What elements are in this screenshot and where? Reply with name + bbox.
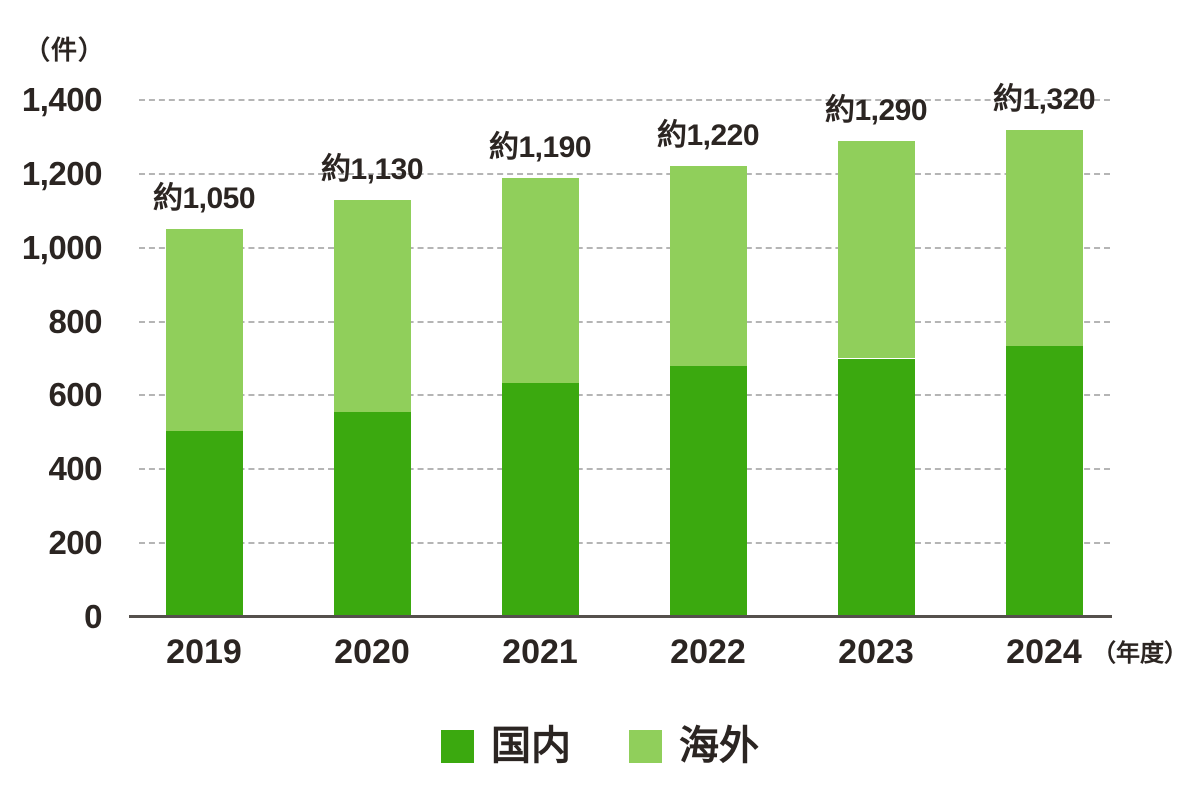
bar-2021-overseas-segment <box>501 177 579 383</box>
bar-2023-overseas-segment <box>837 140 915 359</box>
gridline-600 <box>139 394 1110 397</box>
y-tick-label-200: 200 <box>48 524 102 562</box>
x-axis-line <box>129 615 1112 618</box>
y-tick-label-1200: 1,200 <box>21 154 103 192</box>
bar-2021-domestic-segment <box>501 382 579 617</box>
y-tick-label-400: 400 <box>48 450 102 488</box>
gridline-1200 <box>139 172 1110 175</box>
bar-2024-domestic-segment <box>1005 345 1083 617</box>
legend: 国内 海外 <box>0 724 1200 768</box>
gridline-1400 <box>139 99 1110 101</box>
x-tick-label-2024: 2024 <box>1006 633 1082 671</box>
x-tick-label-2019: 2019 <box>166 633 242 671</box>
bar-2023-domestic-segment <box>837 358 915 617</box>
x-tick-label-2022: 2022 <box>670 633 746 671</box>
bar-total-label-2019: 約1,050 <box>152 182 256 216</box>
x-tick-label-2021: 2021 <box>502 633 578 671</box>
x-tick-label-2020: 2020 <box>334 633 410 671</box>
y-tick-label-600: 600 <box>48 376 102 414</box>
y-axis-unit-label: （件） <box>24 35 106 65</box>
gridline-1000 <box>139 246 1110 249</box>
bar-total-label-2024: 約1,320 <box>992 82 1096 116</box>
legend-swatch-overseas-icon <box>629 729 662 763</box>
legend-label-overseas: 海外 <box>679 724 759 768</box>
gridline-800 <box>139 320 1110 323</box>
legend-label-domestic: 国内 <box>491 724 571 768</box>
legend-item-overseas: 海外 <box>629 724 759 768</box>
bar-total-label-2021: 約1,190 <box>488 130 592 164</box>
bar-2022-domestic-segment <box>669 365 747 617</box>
bar-2019-domestic-segment <box>165 430 243 617</box>
bar-2020-overseas-segment <box>333 199 411 413</box>
x-tick-label-2023: 2023 <box>838 633 914 671</box>
bar-2024-overseas-segment <box>1005 129 1083 346</box>
bar-2019-overseas-segment <box>165 229 243 431</box>
y-tick-label-1000: 1,000 <box>21 228 103 266</box>
y-tick-label-0: 0 <box>84 598 102 635</box>
legend-item-domestic: 国内 <box>441 724 571 768</box>
bar-total-label-2022: 約1,220 <box>656 119 760 153</box>
gridline-400 <box>139 468 1110 471</box>
bar-total-label-2020: 約1,130 <box>320 152 424 186</box>
gridline-200 <box>139 542 1110 545</box>
x-axis-unit-label: （年度） <box>1092 640 1188 667</box>
bar-2022-overseas-segment <box>669 166 747 366</box>
y-tick-label-800: 800 <box>48 302 102 340</box>
y-tick-label-1400: 1,400 <box>21 81 103 118</box>
legend-swatch-domestic-icon <box>441 729 474 763</box>
bar-2020-domestic-segment <box>333 412 411 617</box>
bar-total-label-2023: 約1,290 <box>824 93 928 127</box>
